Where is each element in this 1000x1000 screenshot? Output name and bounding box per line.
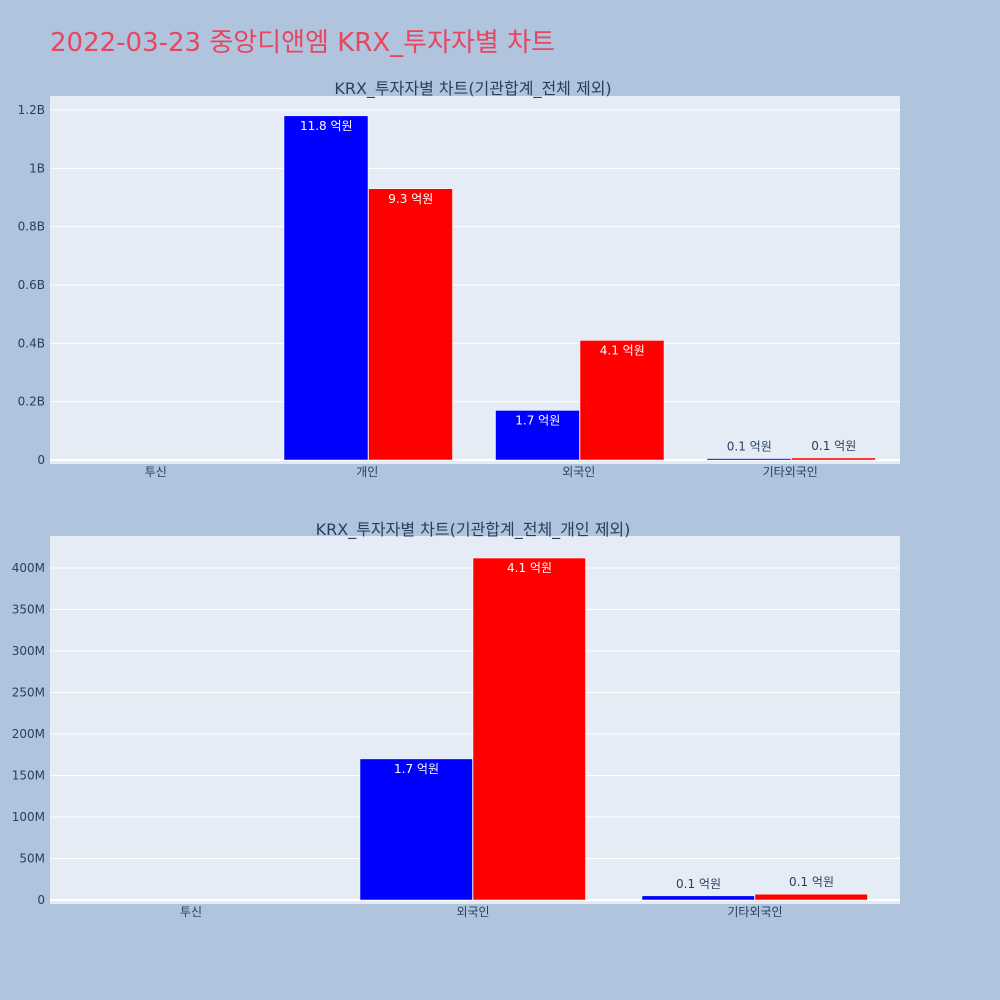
x-tick-label: 기타외국인 — [763, 465, 818, 479]
x-tick-label: 개인 — [356, 465, 378, 479]
data-label: 0.1 억원 — [727, 440, 772, 454]
x-tick-label: 투신 — [145, 465, 167, 479]
data-label: 1.7 억원 — [394, 762, 439, 776]
bar — [283, 115, 369, 461]
y-tick-label: 350M — [12, 603, 45, 617]
y-tick-label: 100M — [12, 810, 45, 824]
data-label: 4.1 억원 — [507, 561, 552, 575]
y-tick-label: 400M — [12, 561, 45, 575]
bar — [791, 457, 876, 461]
data-label: 0.1 억원 — [811, 439, 856, 453]
y-tick-label: 0 — [37, 453, 45, 467]
chart-1: 0 0.2B 0.4B 0.6B 0.8B 1B 1.2B KRX_투자자별 차트(기관합계_… — [18, 79, 900, 479]
page-title: 2022-03-23 중앙디앤엠 KRX_투자자별 차트 — [50, 28, 555, 58]
bar — [754, 893, 868, 901]
x-tick-label: 외국인 — [456, 905, 489, 919]
x-tick-label: 투신 — [180, 905, 202, 919]
data-label: 4.1 억원 — [600, 343, 645, 357]
chart-2: 0 50M 100M 150M 200M 250M 300M 350M 400M KRX_투자자별… — [12, 520, 900, 919]
bar — [641, 895, 755, 901]
y-tick-label: 1B — [29, 161, 45, 175]
y-tick-label: 0.2B — [18, 395, 45, 409]
bar — [706, 458, 792, 461]
chart-title: KRX_투자자별 차트(기관합계_전체 제외) — [334, 79, 611, 99]
y-tick-label: 0 — [37, 893, 45, 907]
y-tick-label: 50M — [19, 852, 45, 866]
data-label: 9.3 억원 — [388, 192, 433, 206]
y-tick-label: 0.6B — [18, 278, 45, 292]
data-label: 1.7 억원 — [515, 413, 560, 427]
y-tick-label: 200M — [12, 727, 45, 741]
data-label: 0.1 억원 — [676, 877, 721, 891]
plot-area — [50, 96, 900, 464]
bar — [495, 410, 580, 461]
data-label: 11.8 억원 — [300, 119, 353, 133]
bar — [579, 340, 665, 461]
y-tick-label: 250M — [12, 686, 45, 700]
y-tick-label: 0.4B — [18, 336, 45, 350]
bar — [359, 758, 473, 901]
y-tick-label: 0.8B — [18, 220, 45, 234]
y-tick-label: 150M — [12, 769, 45, 783]
x-tick-label: 기타외국인 — [727, 905, 782, 919]
data-label: 0.1 억원 — [789, 875, 834, 889]
bar — [472, 557, 586, 901]
chart-title: KRX_투자자별 차트(기관합계_전체_개인 제외) — [316, 520, 631, 540]
y-tick-label: 1.2B — [18, 103, 45, 117]
x-tick-label: 외국인 — [562, 465, 595, 479]
bar — [368, 188, 453, 461]
y-tick-label: 300M — [12, 644, 45, 658]
